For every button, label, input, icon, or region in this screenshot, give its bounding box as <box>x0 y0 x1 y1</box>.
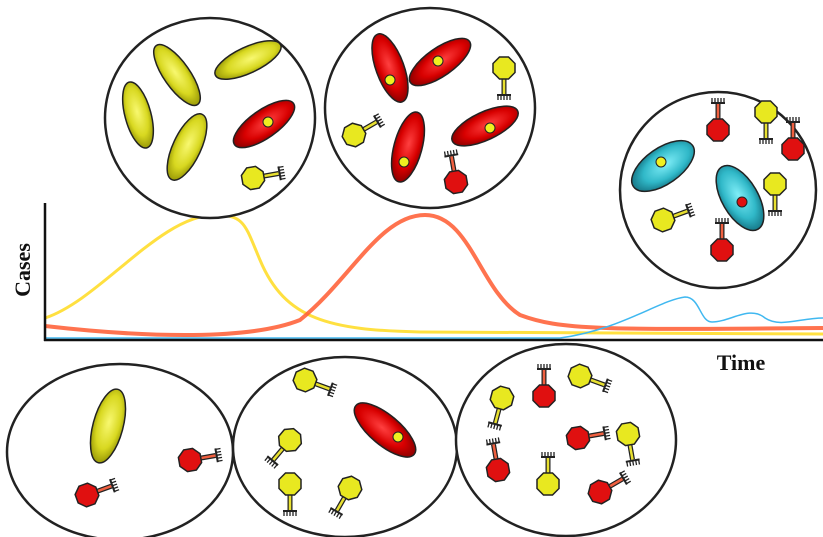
cell <box>618 90 818 290</box>
cell <box>103 16 317 220</box>
cell <box>231 355 459 537</box>
curve-infected <box>44 212 823 338</box>
curve-bacteria <box>44 213 823 336</box>
cell <box>454 342 678 537</box>
y-axis-label: Cases <box>10 243 35 297</box>
cell <box>5 362 235 537</box>
curve-resistant <box>45 296 823 339</box>
x-axis-label: Time <box>717 350 766 375</box>
cell <box>323 6 537 210</box>
